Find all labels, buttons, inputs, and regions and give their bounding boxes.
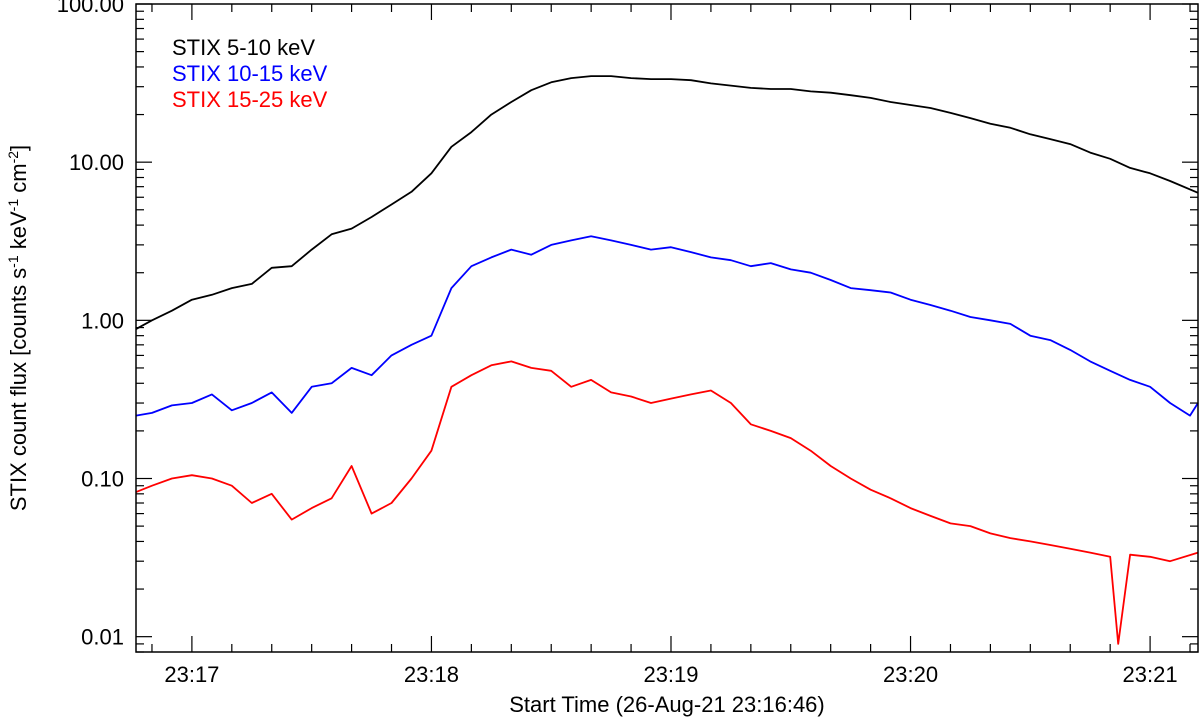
- x-tick-label: 23:19: [643, 662, 698, 687]
- series-line-1: [135, 75, 1199, 330]
- y-tick-label: 0.01: [81, 625, 124, 650]
- axes: 0.01 0.10 1.00 10.00 100.00 23:17 23:18 23:19 23…: [5, 0, 1199, 717]
- x-axis-title: Start Time (26-Aug-21 23:16:46): [509, 692, 825, 717]
- series-line-3: [135, 360, 1199, 645]
- y-axis-title-part: ]: [6, 145, 31, 151]
- legend-entry-2: STIX 10-15 keV: [172, 61, 328, 86]
- legend-entry-1: STIX 5-10 keV: [172, 35, 315, 60]
- x-tick-label: 23:18: [404, 662, 459, 687]
- y-axis-title-superscript: -2: [5, 151, 21, 164]
- y-tick-label: 1.00: [81, 308, 124, 333]
- y-axis-title-part: STIX count flux [counts s: [6, 268, 31, 511]
- y-axis-title-part: keV: [6, 211, 31, 255]
- y-tick-label: 100.00: [57, 0, 124, 17]
- y-axis-title-superscript: -1: [5, 199, 21, 212]
- y-axis-title-superscript: -1: [5, 255, 21, 268]
- y-tick-label: 0.10: [81, 467, 124, 492]
- series-line-2: [135, 235, 1199, 417]
- x-tick-label: 23:17: [164, 662, 219, 687]
- y-axis-title-part: cm: [6, 163, 31, 198]
- legend-entry-3: STIX 15-25 keV: [172, 87, 328, 112]
- x-tick-label: 23:20: [883, 662, 938, 687]
- x-tick-label: 23:21: [1123, 662, 1178, 687]
- y-axis-title: STIX count flux [counts s-1 keV-1 cm-2]: [5, 145, 31, 511]
- y-tick-label: 10.00: [69, 150, 124, 175]
- plot-area: [135, 75, 1199, 645]
